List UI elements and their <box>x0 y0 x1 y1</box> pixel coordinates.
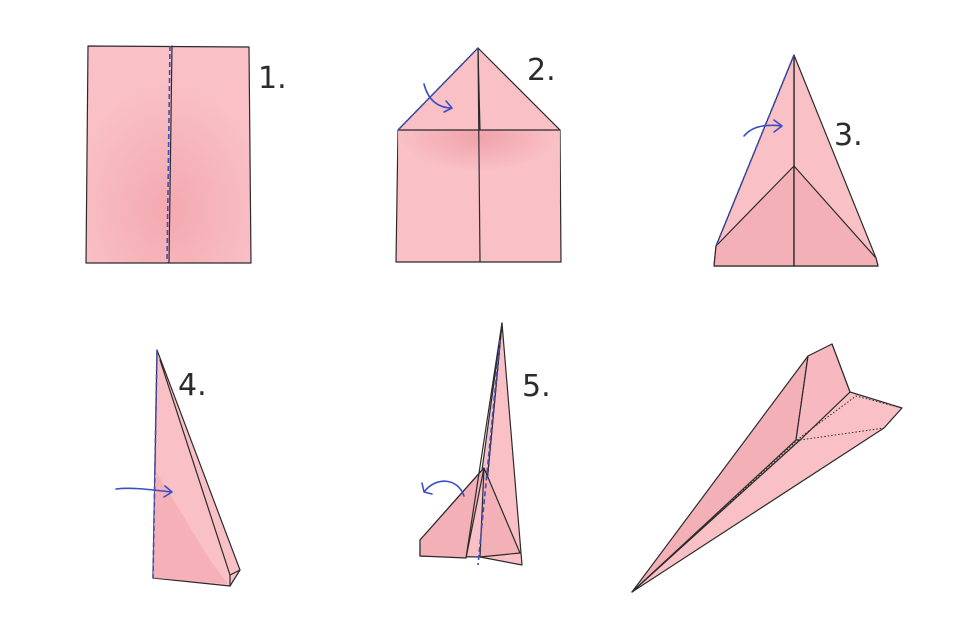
step-5-right-flap <box>479 467 521 558</box>
curved-arrow-icon <box>421 480 465 497</box>
paper-plane-icon <box>631 343 903 593</box>
plane-wing-edge-dotted-line <box>799 427 885 441</box>
step-2-label: 2. <box>527 53 556 88</box>
step-5-center-crease <box>465 322 503 559</box>
plane-right-wing <box>631 391 903 593</box>
curved-arrow-icon <box>423 83 453 113</box>
step-3-edge-fold-line <box>715 54 795 247</box>
step-4-center-fold-line <box>152 349 158 579</box>
step-4-shading <box>153 470 228 584</box>
step-2-diagonal-fold-line <box>397 47 479 131</box>
step-2: 2. <box>395 47 562 263</box>
step-3-label: 3. <box>834 118 863 153</box>
step-5-label: 5. <box>522 369 551 404</box>
step-3: 3. <box>713 54 879 267</box>
step-4: 4. <box>115 349 241 587</box>
step-2-right-flap <box>477 47 561 131</box>
step-5: 5. <box>419 322 551 566</box>
step-1-label: 1. <box>258 61 287 96</box>
curved-arrow-icon <box>115 485 173 498</box>
curved-arrow-icon <box>743 119 783 137</box>
step-4-label: 4. <box>178 368 207 403</box>
step-1-center-fold-line <box>166 45 171 264</box>
step-5-folded-wing <box>419 467 485 559</box>
step-1: 1. <box>85 45 287 264</box>
step-5-wing-fold-line <box>477 339 501 566</box>
plane-body-dotted-line <box>795 355 809 441</box>
step-2-center-crease <box>477 47 481 263</box>
step-1-center-crease <box>168 45 173 264</box>
